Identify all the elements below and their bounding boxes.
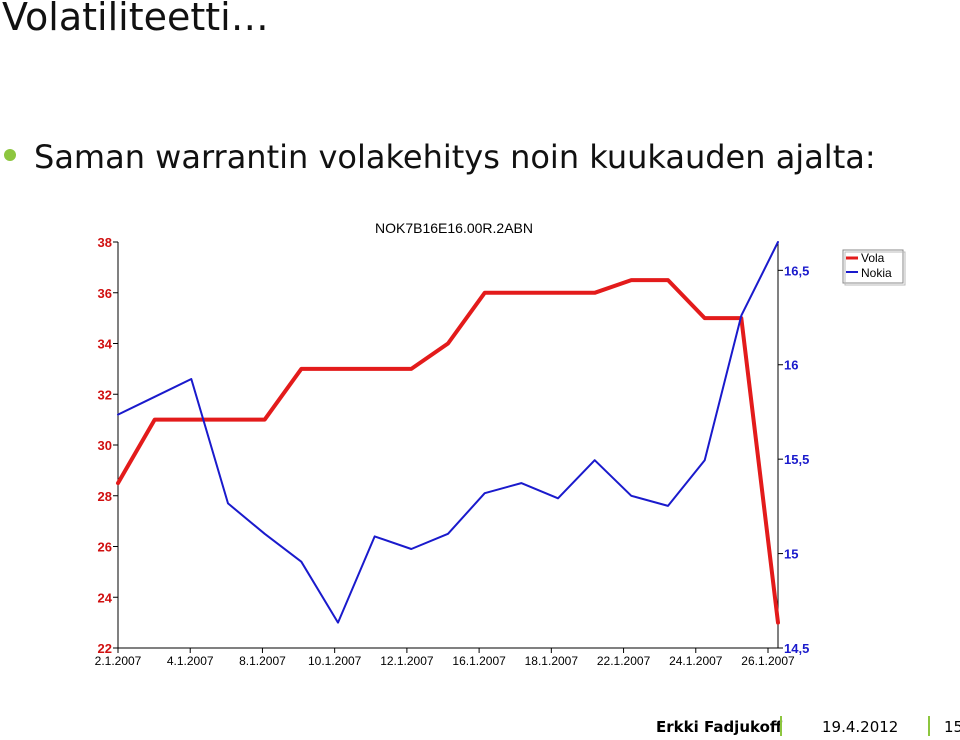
x-tick-label: 18.1.2007 <box>525 654 579 668</box>
left-tick-label: 24 <box>98 590 113 605</box>
data-point-vola <box>337 368 339 370</box>
legend-nokia-label: Nokia <box>861 266 892 280</box>
left-tick-label: 34 <box>98 337 113 352</box>
x-tick-label: 26.1.2007 <box>741 654 795 668</box>
data-point-vola <box>264 419 266 421</box>
footer-separator <box>780 716 782 736</box>
series-lines <box>116 241 780 625</box>
data-point-vola <box>594 292 596 294</box>
data-point-nokia <box>777 241 779 243</box>
data-point-nokia <box>227 502 229 504</box>
volatility-chart: NOK7B16E16.00R.2ABN 22 24 26 28 30 32 34 36 38 1… <box>95 220 906 668</box>
left-tick-label: 22 <box>98 641 112 656</box>
chart-title: NOK7B16E16.00R.2ABN <box>375 220 533 236</box>
data-point-vola <box>704 317 706 319</box>
data-point-vola <box>630 279 632 281</box>
x-axis: 2.1.2007 4.1.2007 8.1.2007 10.1.2007 12.1.20… <box>95 648 795 668</box>
data-point-vola <box>777 622 779 624</box>
data-point-vola <box>154 419 156 421</box>
legend: Vola Nokia <box>842 249 906 286</box>
bullet-dot-icon <box>4 149 16 161</box>
x-tick-label: 24.1.2007 <box>669 654 723 668</box>
data-point-nokia <box>594 459 596 461</box>
data-point-vola <box>520 292 522 294</box>
data-point-nokia <box>520 482 522 484</box>
x-tick-label: 10.1.2007 <box>308 654 362 668</box>
right-tick-label: 16 <box>784 358 798 373</box>
data-point-nokia <box>117 413 119 416</box>
data-point-nokia <box>447 533 449 535</box>
data-point-nokia <box>154 396 156 398</box>
legend-vola-label: Vola <box>861 251 885 265</box>
data-point-nokia <box>630 495 632 497</box>
x-tick-label: 2.1.2007 <box>95 654 142 668</box>
data-point-vola <box>447 342 449 345</box>
data-point-vola <box>227 419 229 421</box>
data-point-nokia <box>300 561 302 563</box>
right-tick-label: 15,5 <box>784 452 809 467</box>
bullet-text: Saman warrantin volakehitys noin kuukaud… <box>34 138 876 176</box>
left-tick-label: 28 <box>98 489 112 504</box>
data-point-nokia <box>704 459 706 461</box>
data-point-nokia <box>667 505 669 507</box>
x-tick-label: 22.1.2007 <box>597 654 651 668</box>
footer-separator <box>928 716 930 736</box>
data-point-nokia <box>740 314 742 317</box>
x-tick-label: 4.1.2007 <box>167 654 214 668</box>
x-tick-label: 8.1.2007 <box>239 654 286 668</box>
left-tick-label: 26 <box>98 540 112 555</box>
data-point-vola <box>117 482 119 484</box>
data-point-nokia <box>374 535 376 537</box>
left-tick-label: 32 <box>98 387 112 402</box>
data-point-vola <box>300 368 302 370</box>
right-tick-label: 14,5 <box>784 641 809 656</box>
footer-author: Erkki Fadjukoff <box>656 718 783 736</box>
x-tick-label: 12.1.2007 <box>380 654 434 668</box>
left-tick-label: 36 <box>98 286 112 301</box>
slide-title: Volatiliteetti… <box>2 0 269 39</box>
data-point-vola <box>190 419 192 421</box>
data-point-vola <box>410 368 412 370</box>
data-point-vola <box>557 292 559 294</box>
right-tick-label: 15 <box>784 547 798 562</box>
data-point-nokia <box>484 492 486 494</box>
footer-page-number: 15 <box>944 718 960 736</box>
data-point-vola <box>667 279 669 281</box>
data-point-nokia <box>410 548 412 550</box>
data-point-vola <box>484 292 486 294</box>
data-point-nokia <box>190 378 192 380</box>
right-tick-label: 16,5 <box>784 263 809 278</box>
right-y-axis: 14,5 15 15,5 16 16,5 <box>778 263 809 656</box>
series-line-nokia <box>117 241 779 624</box>
series-line-vola <box>116 278 780 625</box>
data-point-nokia <box>337 622 339 624</box>
left-y-axis: 22 24 26 28 30 32 34 36 38 <box>98 235 118 656</box>
data-point-nokia <box>557 497 559 499</box>
data-point-nokia <box>264 533 266 535</box>
left-tick-label: 30 <box>98 438 112 453</box>
left-tick-label: 38 <box>98 235 112 250</box>
data-point-vola <box>374 368 376 370</box>
x-tick-label: 16.1.2007 <box>452 654 506 668</box>
footer-date: 19.4.2012 <box>822 718 899 736</box>
